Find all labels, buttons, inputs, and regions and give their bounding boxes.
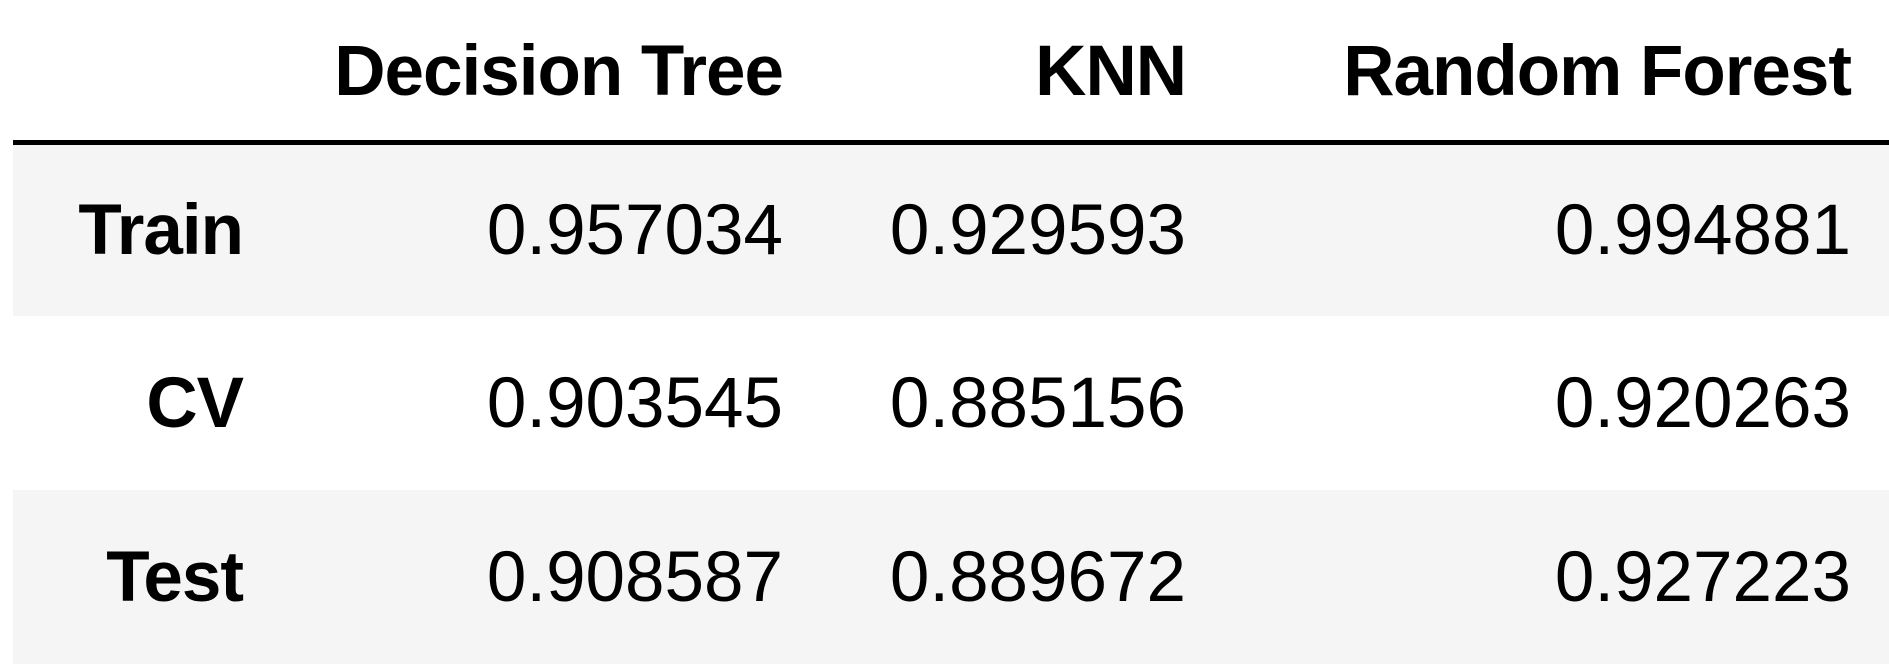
column-header-decision-tree: Decision Tree: [267, 0, 827, 145]
row-header-cv: CV: [13, 316, 267, 490]
row-header-train: Train: [13, 142, 267, 316]
results-table: Decision Tree KNN Random Forest Train 0.…: [13, 0, 1889, 664]
cell-train-random-forest: 0.994881: [1230, 142, 1889, 316]
cell-test-random-forest: 0.927223: [1230, 490, 1889, 664]
cell-cv-random-forest: 0.920263: [1230, 316, 1889, 490]
column-header-random-forest: Random Forest: [1230, 0, 1889, 145]
cell-test-decision-tree: 0.908587: [267, 490, 827, 664]
corner-header-cell: [13, 0, 267, 145]
cell-train-knn: 0.929593: [827, 142, 1230, 316]
row-header-test: Test: [13, 490, 267, 664]
cell-train-decision-tree: 0.957034: [267, 142, 827, 316]
table-row-cv: CV 0.903545 0.885156 0.920263: [13, 316, 1889, 490]
header-row: Decision Tree KNN Random Forest: [13, 0, 1889, 145]
cell-cv-decision-tree: 0.903545: [267, 316, 827, 490]
table-row-test: Test 0.908587 0.889672 0.927223: [13, 490, 1889, 664]
table-row-train: Train 0.957034 0.929593 0.994881: [13, 142, 1889, 316]
cell-cv-knn: 0.885156: [827, 316, 1230, 490]
column-header-knn: KNN: [827, 0, 1230, 145]
cell-test-knn: 0.889672: [827, 490, 1230, 664]
